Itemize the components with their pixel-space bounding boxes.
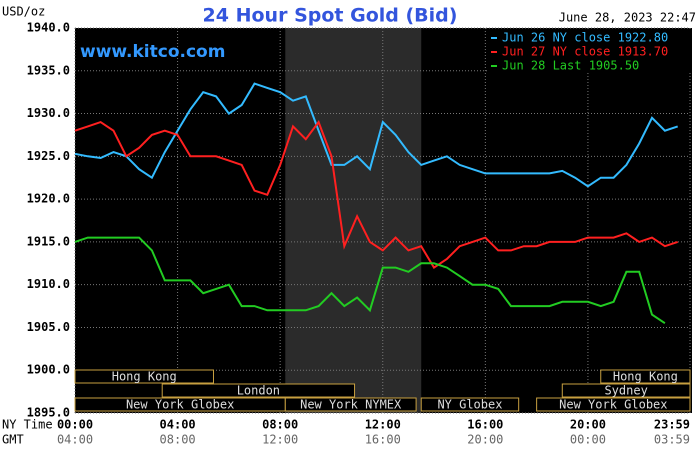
- x-tick-label: 04:00: [160, 418, 196, 432]
- gmt-tick-label: 00:00: [570, 433, 606, 447]
- session-label: Sydney: [604, 384, 647, 398]
- x-tick-label: 08:00: [262, 418, 298, 432]
- x-tick-label: 16:00: [467, 418, 503, 432]
- session-box: [600, 369, 691, 384]
- session-label: New York Globex: [559, 398, 667, 412]
- session-label: NY Globex: [437, 398, 502, 412]
- gmt-tick-label: 08:00: [160, 433, 196, 447]
- x-tick-label: 12:00: [365, 418, 401, 432]
- legend-label: Jun 28 Last 1905.50: [502, 59, 639, 73]
- y-tick-label: 1930.0: [27, 106, 70, 120]
- session-box: [420, 397, 520, 412]
- session-box: [284, 397, 417, 412]
- gmt-tick-label: 20:00: [467, 433, 503, 447]
- y-tick-label: 1910.0: [27, 277, 70, 291]
- y-tick-label: 1905.0: [27, 320, 70, 334]
- x-tick-label: 20:00: [570, 418, 606, 432]
- x-tick-label: 23:59: [654, 418, 690, 432]
- y-tick-label: 1895.0: [27, 406, 70, 420]
- y-tick-label: 1925.0: [27, 149, 70, 163]
- y-tick-label: 1935.0: [27, 63, 70, 77]
- series-line: [74, 236, 666, 325]
- legend-label: Jun 26 NY close 1922.80: [502, 31, 668, 45]
- gmt-tick-label: 12:00: [262, 433, 298, 447]
- x-tick-label: 00:00: [57, 418, 93, 432]
- x-row-label: GMT: [2, 433, 24, 447]
- session-label: New York NYMEX: [300, 398, 402, 412]
- session-box: [561, 383, 691, 398]
- chart-title: 24 Hour Spot Gold (Bid): [203, 5, 458, 27]
- y-tick-label: 1915.0: [27, 234, 70, 248]
- session-box: [161, 383, 356, 398]
- gmt-tick-label: 03:59: [654, 433, 690, 447]
- unit-label: USD/oz: [2, 5, 45, 19]
- session-label: Hong Kong: [112, 370, 177, 384]
- watermark: www.kitco.com: [80, 42, 225, 62]
- session-label: London: [237, 384, 280, 398]
- session-box: [536, 397, 691, 412]
- legend-label: Jun 27 NY close 1913.70: [502, 45, 668, 59]
- y-tick-label: 1920.0: [27, 192, 70, 206]
- y-tick-label: 1940.0: [27, 21, 70, 35]
- gmt-tick-label: 16:00: [365, 433, 401, 447]
- legend: [487, 29, 691, 73]
- timestamp: June 28, 2023 22:47: [559, 11, 696, 25]
- session-label: Hong Kong: [613, 370, 678, 384]
- gmt-tick-label: 04:00: [57, 433, 93, 447]
- session-box: [74, 369, 214, 384]
- session-label: New York Globex: [126, 398, 234, 412]
- x-row-label: NY Time: [2, 418, 53, 432]
- session-highlight: [285, 28, 422, 413]
- y-tick-label: 1900.0: [27, 363, 70, 377]
- series-line: [74, 120, 679, 270]
